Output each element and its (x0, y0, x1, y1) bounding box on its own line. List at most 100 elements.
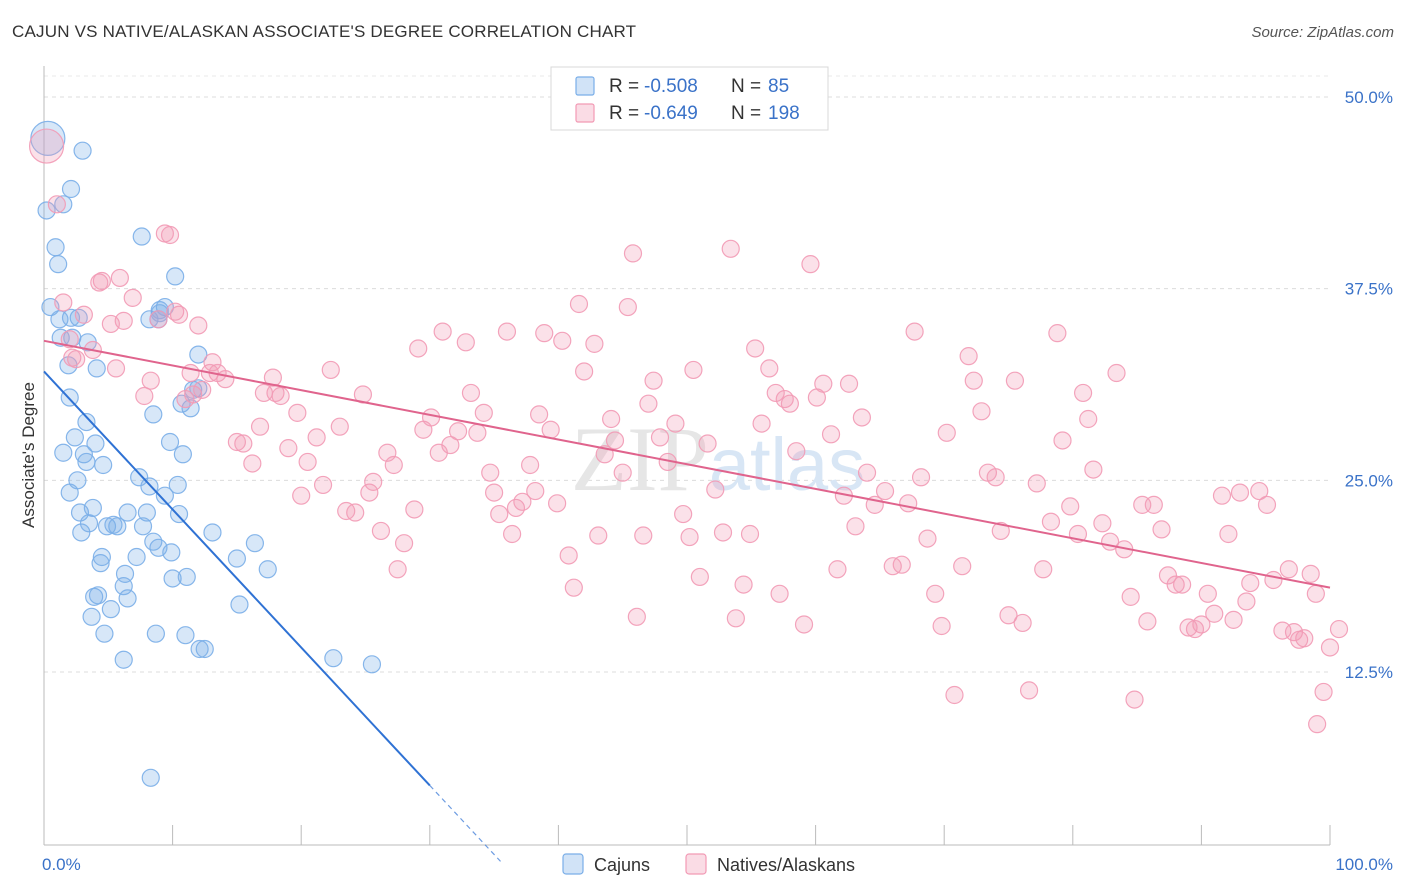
native-point (28, 128, 65, 164)
native-point (690, 567, 709, 587)
native-point (203, 353, 222, 372)
series-legend: Cajuns Natives/Alaskans (562, 853, 855, 875)
cajun-legend-label: Cajuns (594, 855, 650, 875)
native-point (1224, 610, 1243, 629)
native-point (1125, 690, 1144, 709)
cajun-point (155, 486, 174, 505)
native-point (589, 526, 608, 545)
native-point (421, 408, 441, 427)
cajun-point (114, 650, 133, 669)
cajun-point (91, 554, 110, 573)
native-point (814, 374, 833, 393)
native-point (92, 271, 111, 291)
cajun-point (108, 517, 127, 536)
cajun-point (176, 626, 195, 645)
native-point (564, 578, 583, 597)
native-point (74, 305, 93, 324)
x-tick-label: 0.0% (42, 855, 81, 874)
native-point (481, 463, 500, 482)
native-point (605, 431, 625, 450)
y-tick-label: 37.5% (1345, 280, 1393, 299)
native-point (794, 615, 814, 634)
native-point (1250, 481, 1269, 501)
native-point (602, 409, 621, 429)
native-point (698, 434, 717, 453)
source-label: Source: ZipAtlas.com (1251, 24, 1394, 41)
cajun-point (177, 567, 196, 587)
cajun-point (137, 503, 156, 522)
native-point (780, 394, 799, 413)
native-point (1301, 564, 1320, 583)
native-point (553, 331, 572, 350)
cajun-point (46, 238, 65, 257)
cajun-point (127, 547, 146, 567)
native-point (384, 455, 403, 475)
native-point (106, 359, 126, 378)
native-point (911, 468, 931, 487)
native-point (1219, 524, 1238, 544)
native-point (770, 584, 789, 603)
native-point (828, 560, 847, 579)
native-point (991, 521, 1010, 541)
native-point (474, 403, 493, 422)
cajun-point (141, 768, 160, 787)
native-point (1279, 560, 1298, 579)
native-point (559, 546, 578, 565)
native-point (485, 483, 504, 502)
cajun-point (87, 359, 106, 378)
native-point (964, 371, 983, 390)
native-point (456, 333, 475, 352)
native-point (189, 316, 208, 335)
cajun-point (95, 624, 114, 643)
native-point (1027, 474, 1046, 493)
native-point (801, 255, 820, 274)
native-point (1273, 621, 1292, 640)
native-point (234, 434, 253, 453)
native-point (307, 428, 326, 447)
native-point (433, 322, 452, 341)
cajun-point (162, 543, 181, 562)
n-value: 198 (768, 103, 800, 124)
native-point (760, 359, 779, 378)
native-point (1185, 619, 1205, 639)
cajun-point (168, 475, 187, 495)
native-point (618, 297, 637, 317)
native-point (526, 481, 545, 501)
cajun-legend-swatch (575, 76, 595, 96)
cajun-point (118, 503, 137, 522)
cajun-point (92, 547, 111, 567)
native-point (1107, 363, 1126, 383)
native-point (1041, 512, 1061, 531)
native-point (846, 517, 865, 536)
native-point (60, 330, 79, 349)
native-point (123, 288, 142, 307)
native-point (875, 481, 895, 501)
native-point (1053, 431, 1072, 450)
n-value: 85 (768, 76, 789, 97)
native-point (852, 408, 871, 427)
cajun-point (362, 655, 382, 674)
native-point (1073, 383, 1093, 403)
n-label: N = (731, 76, 761, 97)
native-point (535, 324, 554, 343)
cajun-point (69, 308, 88, 327)
native-point (883, 557, 902, 576)
cajun-point (133, 517, 153, 536)
native-point (461, 383, 481, 403)
native-point (149, 310, 168, 329)
native-point (1144, 495, 1163, 514)
cajun-point (37, 201, 56, 220)
cajun-points (30, 120, 382, 787)
native-point (193, 380, 212, 399)
native-point (298, 452, 317, 472)
native-point (1093, 514, 1112, 533)
r-label: R = (609, 103, 639, 124)
cajun-point (54, 195, 73, 214)
cajun-point (166, 267, 185, 286)
y-axis-title: Associate's Degree (19, 382, 38, 528)
native-point (1019, 681, 1039, 700)
native-point (839, 374, 859, 393)
native-point (953, 557, 972, 576)
native-point (650, 428, 670, 447)
